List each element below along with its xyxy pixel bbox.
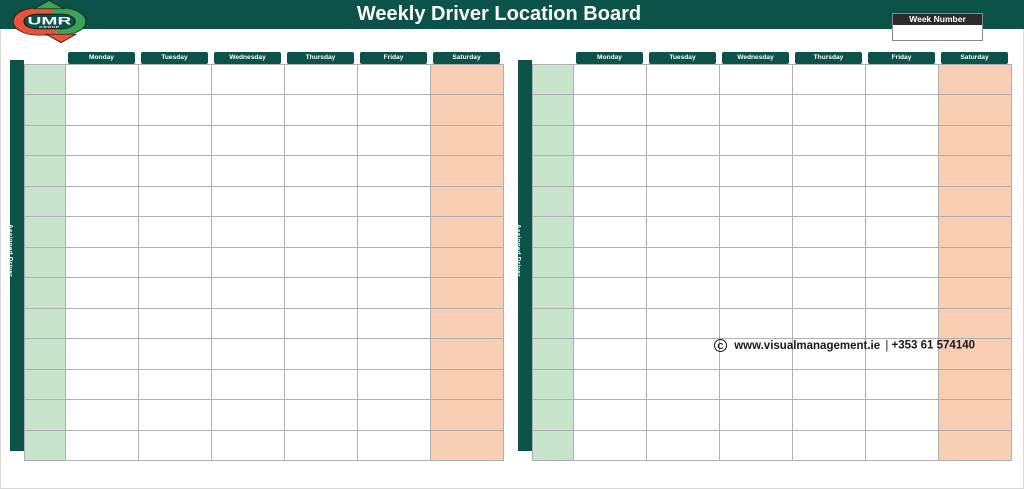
svg-text:GROUP: GROUP <box>39 26 60 29</box>
